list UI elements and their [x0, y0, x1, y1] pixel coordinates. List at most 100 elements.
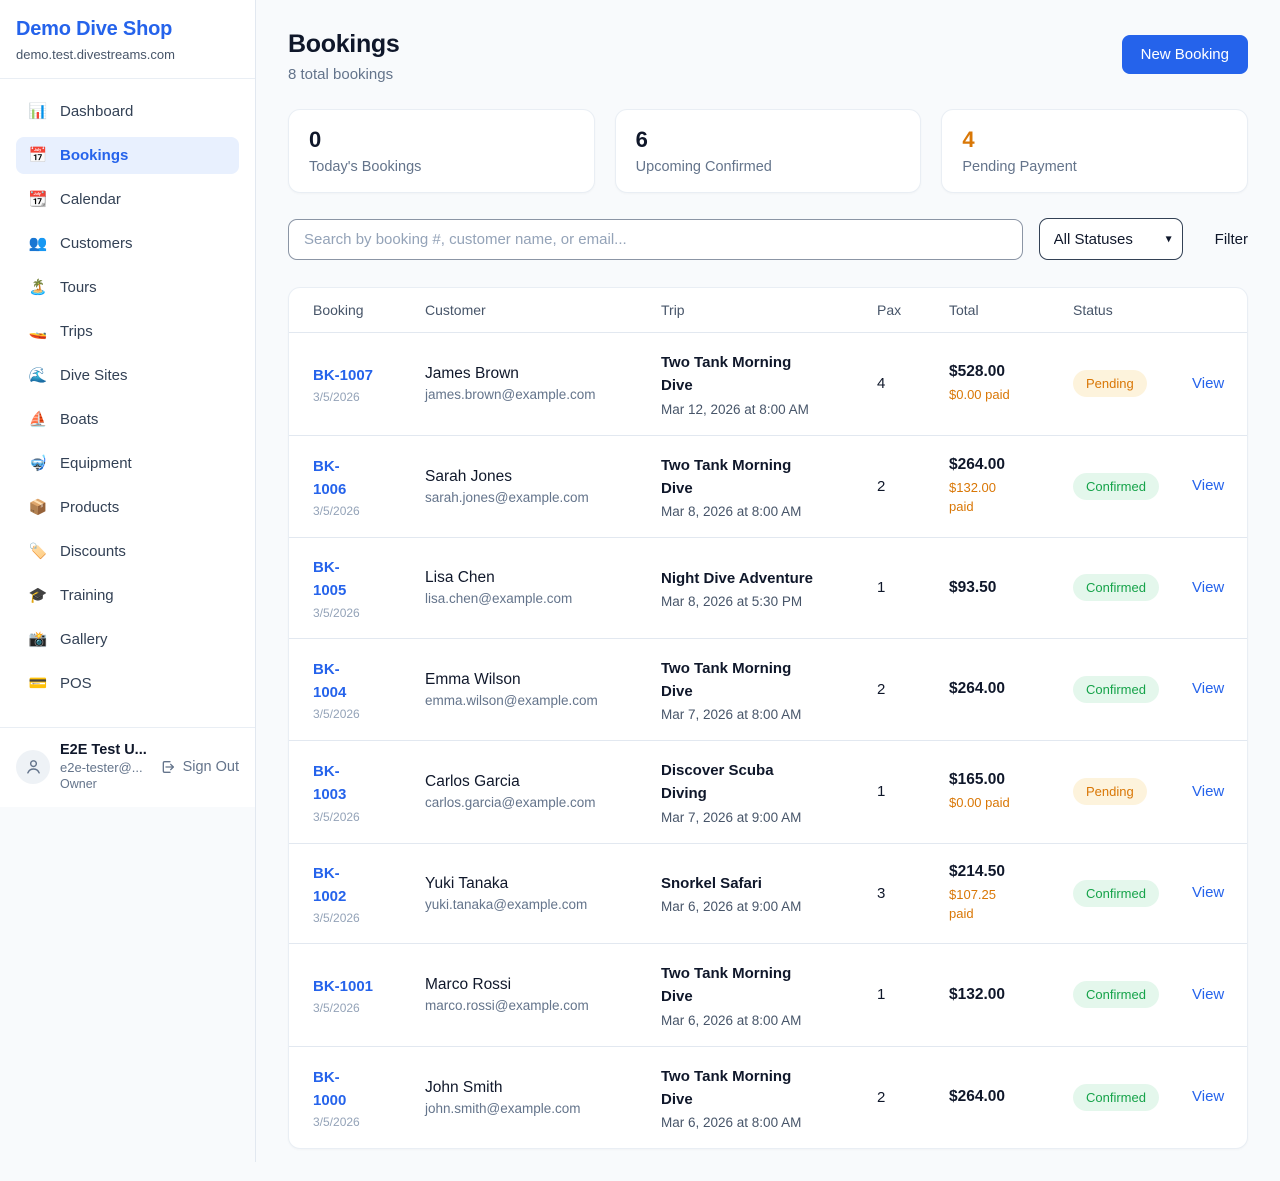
pax-value: 4: [877, 375, 886, 393]
booking-date: 3/5/2026: [313, 1115, 360, 1129]
booking-date: 3/5/2026: [313, 389, 360, 404]
sidebar-item-dive-sites[interactable]: 🌊 Dive Sites: [16, 357, 239, 394]
customer-cell: Sarah Jones sarah.jones@example.com: [425, 468, 661, 505]
booking-cell: BK- 1006 3/5/2026: [313, 455, 425, 519]
speedboat-icon: 🚤: [28, 323, 48, 340]
actions-cell: View: [1192, 375, 1224, 393]
table-row: BK- 1002 3/5/2026 Yuki Tanaka yuki.tanaka@e…: [289, 844, 1247, 944]
sidebar-item-training[interactable]: 🎓 Training: [16, 577, 239, 614]
booking-cell: BK-1007 3/5/2026: [313, 364, 425, 404]
sidebar-item-equipment[interactable]: 🤿 Equipment: [16, 445, 239, 482]
booking-id-link[interactable]: BK- 1003: [313, 763, 347, 804]
stat-value: 6: [635, 127, 648, 152]
status-badge: Confirmed: [1073, 981, 1159, 1009]
view-link[interactable]: View: [1192, 477, 1225, 495]
sidebar-item-trips[interactable]: 🚤 Trips: [16, 313, 239, 350]
sidebar-item-label: Training: [60, 587, 114, 604]
view-link[interactable]: View: [1192, 578, 1225, 596]
customer-cell: Lisa Chen lisa.chen@example.com: [425, 569, 661, 606]
table-row: BK- 1005 3/5/2026 Lisa Chen lisa.chen@examp…: [289, 538, 1247, 639]
pax-value: 2: [877, 1088, 886, 1106]
total-amount: $132.00: [949, 985, 1006, 1003]
sign-out-icon: [162, 760, 174, 773]
avatar: [16, 749, 50, 784]
sidebar-item-products[interactable]: 📦 Products: [16, 489, 239, 526]
status-badge: Pending: [1073, 370, 1147, 398]
total-cell: $165.00 $0.00 paid: [949, 771, 1073, 813]
brand: Demo Dive Shop demo.test.divestreams.com: [0, 0, 255, 79]
total-amount: $264.00: [949, 1088, 1006, 1106]
trip-name: Two Tank Morning Dive: [661, 354, 792, 395]
main-content: Bookings 8 total bookings New Booking 0 T…: [256, 0, 1280, 1181]
filter-button[interactable]: Filter: [1214, 230, 1248, 248]
search-input[interactable]: [288, 218, 1023, 260]
stat-label: Pending Payment: [962, 159, 1077, 175]
table-row: BK- 1006 3/5/2026 Sarah Jones sarah.jones@e…: [289, 436, 1247, 538]
customer-email: john.smith@example.com: [425, 1100, 581, 1116]
booking-id-link[interactable]: BK- 1000: [313, 1068, 347, 1109]
sidebar-item-label: Calendar: [60, 191, 121, 208]
trip-name: Night Dive Adventure: [661, 569, 813, 587]
sign-out-button[interactable]: Sign Out: [160, 759, 239, 775]
trip-datetime: Mar 7, 2026 at 9:00 AM: [661, 809, 802, 825]
view-link[interactable]: View: [1192, 680, 1225, 698]
sidebar-item-discounts[interactable]: 🏷️ Discounts: [16, 533, 239, 570]
sidebar-item-pos[interactable]: 💳 POS: [16, 665, 239, 702]
sidebar-item-calendar[interactable]: 📆 Calendar: [16, 181, 239, 218]
view-link[interactable]: View: [1192, 782, 1225, 800]
sidebar-item-label: Gallery: [60, 631, 108, 648]
view-link[interactable]: View: [1192, 985, 1225, 1003]
paid-amount: $132.00 paid: [949, 479, 996, 515]
sidebar-item-boats[interactable]: ⛵ Boats: [16, 401, 239, 438]
customer-email: sarah.jones@example.com: [425, 489, 589, 505]
sidebar-item-tours[interactable]: 🏝️ Tours: [16, 269, 239, 306]
status-cell: Confirmed: [1073, 879, 1192, 907]
trip-cell: Two Tank Morning Dive Mar 6, 2026 at 8:00…: [661, 1065, 877, 1131]
sidebar-item-customers[interactable]: 👥 Customers: [16, 225, 239, 262]
booking-id-link[interactable]: BK- 1004: [313, 660, 347, 701]
booking-cell: BK- 1000 3/5/2026: [313, 1066, 425, 1130]
booking-id-link[interactable]: BK- 1006: [313, 457, 347, 498]
customer-cell: John Smith john.smith@example.com: [425, 1079, 661, 1116]
booking-id-link[interactable]: BK-1007: [313, 366, 374, 384]
status-select[interactable]: All Statuses: [1038, 218, 1183, 260]
view-link[interactable]: View: [1192, 374, 1225, 392]
status-cell: Confirmed: [1073, 574, 1192, 602]
tag-icon: 🏷️: [28, 543, 48, 560]
trip-cell: Two Tank Morning Dive Mar 6, 2026 at 8:00…: [661, 962, 877, 1028]
sidebar-item-label: Boats: [60, 411, 99, 428]
stats-row: 0 Today's Bookings 6 Upcoming Confirmed 4 Pen…: [288, 109, 1249, 193]
trip-datetime: Mar 6, 2026 at 9:00 AM: [661, 899, 802, 915]
trip-name: Discover Scuba Diving: [661, 762, 774, 803]
trip-cell: Snorkel Safari Mar 6, 2026 at 9:00 AM: [661, 872, 877, 914]
total-cell: $93.50: [949, 579, 1073, 597]
actions-cell: View: [1192, 579, 1224, 597]
view-link[interactable]: View: [1192, 884, 1225, 902]
trip-cell: Night Dive Adventure Mar 8, 2026 at 5:30 …: [661, 567, 877, 609]
table-row: BK-1001 3/5/2026 Marco Rossi marco.rossi@ex…: [289, 944, 1247, 1047]
booking-id-link[interactable]: BK- 1005: [313, 559, 347, 600]
customer-email: james.brown@example.com: [425, 387, 596, 403]
bookings-table: Booking Customer Trip Pax Total Status BK-100…: [288, 287, 1248, 1149]
new-booking-button[interactable]: New Booking: [1121, 35, 1248, 74]
sidebar-item-label: Equipment: [60, 455, 132, 472]
sidebar-item-bookings[interactable]: 📅 Bookings: [16, 137, 239, 174]
trip-name: Two Tank Morning Dive: [661, 659, 792, 700]
table-body: BK-1007 3/5/2026 James Brown james.brown@ex…: [289, 333, 1247, 1148]
sidebar-item-dashboard[interactable]: 📊 Dashboard: [16, 93, 239, 130]
trip-cell: Discover Scuba Diving Mar 7, 2026 at 9:00…: [661, 759, 877, 825]
status-badge: Confirmed: [1073, 472, 1159, 500]
total-cell: $264.00: [949, 1088, 1073, 1106]
view-link[interactable]: View: [1192, 1088, 1225, 1106]
total-amount: $165.00: [949, 771, 1006, 788]
sidebar-item-gallery[interactable]: 📸 Gallery: [16, 621, 239, 658]
trip-cell: Two Tank Morning Dive Mar 7, 2026 at 8:00…: [661, 657, 877, 723]
brand-domain: demo.test.divestreams.com: [16, 47, 175, 62]
booking-date: 3/5/2026: [313, 707, 360, 721]
trip-cell: Two Tank Morning Dive Mar 12, 2026 at 8:0…: [661, 351, 877, 417]
booking-id-link[interactable]: BK-1001: [313, 977, 374, 995]
booking-id-link[interactable]: BK- 1002: [313, 864, 347, 905]
customer-cell: Carlos Garcia carlos.garcia@example.com: [425, 773, 661, 810]
customer-name: Marco Rossi: [425, 976, 512, 994]
booking-date: 3/5/2026: [313, 911, 360, 925]
